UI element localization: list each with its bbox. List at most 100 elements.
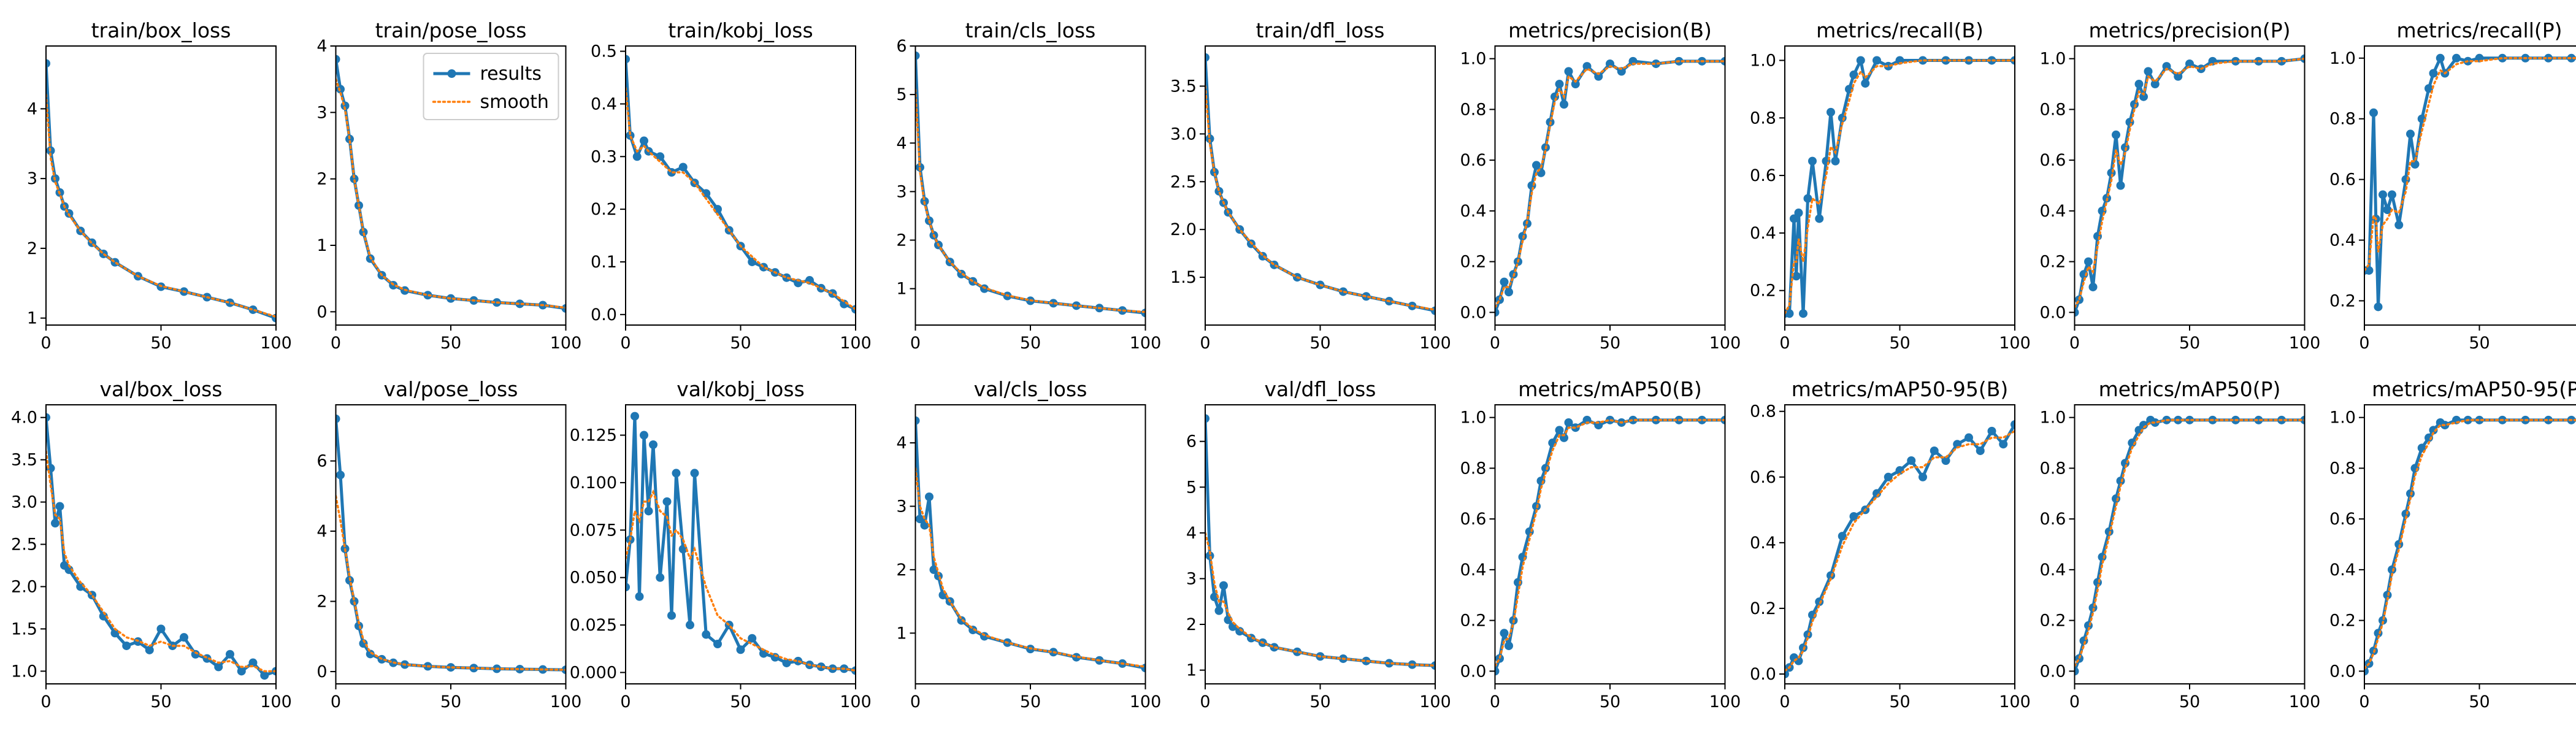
y-tick-label: 0.5	[591, 42, 617, 61]
y-tick-label: 0.4	[2329, 561, 2356, 580]
x-tick-label: 0	[1490, 334, 1500, 353]
y-tick-label: 2.5	[11, 535, 37, 554]
results-point	[226, 298, 234, 307]
results-point	[2079, 270, 2088, 279]
results-point	[631, 412, 639, 421]
results-point	[46, 59, 50, 68]
results-point	[2406, 129, 2415, 139]
results-point	[1555, 426, 1564, 435]
results-point	[1495, 667, 1500, 676]
y-tick-label: 0.2	[591, 200, 617, 219]
smooth-series-line	[1495, 60, 1725, 309]
results-point	[180, 633, 188, 642]
results-point	[1919, 56, 1927, 65]
y-tick-label: 0.8	[2329, 110, 2356, 129]
results-point	[110, 629, 120, 638]
plot-area	[46, 413, 276, 680]
results-point	[214, 662, 223, 672]
y-tick-label: 0.025	[570, 616, 617, 635]
y-tick-label: 0.8	[1460, 459, 1487, 478]
results-point	[2139, 92, 2148, 101]
subplot-title: metrics/precision(P)	[2088, 18, 2290, 42]
y-tick-label: 0	[316, 662, 327, 681]
y-tick-label: 1.0	[2040, 50, 2066, 69]
subplot-title: train/pose_loss	[375, 18, 527, 42]
x-tick-label: 100	[260, 334, 292, 353]
plot-area	[915, 416, 1146, 673]
x-tick-label: 0	[1490, 692, 1500, 711]
subplot-title: val/dfl_loss	[1264, 377, 1376, 401]
results-point	[748, 634, 757, 643]
x-tick-label: 0	[620, 334, 631, 353]
subplot: metrics/precision(P) 0 50 100 0.0 0.2 0.4 0.6 0.…	[2040, 18, 2321, 353]
results-point	[702, 630, 711, 639]
plot-area	[1205, 414, 1435, 670]
y-tick-label: 0.0	[591, 305, 617, 324]
subplot: train/kobj_loss 0 50 100 0.0 0.1 0.2 0.3 0.4 0.5	[591, 18, 872, 353]
results-point	[1571, 80, 1580, 89]
axes-frame	[1494, 45, 1726, 326]
y-tick-label: 0.6	[1460, 510, 1487, 529]
results-point	[662, 497, 672, 506]
subplot: val/cls_loss 0 50 100 1 2 3 4	[896, 377, 1161, 711]
y-tick-label: 0.0	[2040, 303, 2066, 322]
results-point	[916, 515, 924, 524]
plot-area	[2074, 54, 2305, 317]
results-point	[1500, 629, 1509, 638]
x-tick-label: 50	[440, 334, 461, 353]
subplot: train/box_loss 0 50 100 1 2 3 4	[27, 18, 292, 353]
results-point	[2134, 80, 2144, 89]
results-point	[1205, 134, 1214, 144]
results-point	[1582, 62, 1592, 71]
y-tick-label: 6	[316, 452, 327, 471]
results-point	[2475, 415, 2484, 424]
y-tick-label: 0.4	[1750, 534, 1776, 553]
results-point	[561, 665, 566, 675]
y-tick-label: 5	[896, 85, 907, 104]
results-point	[2425, 84, 2433, 93]
results-point	[1849, 512, 1858, 521]
results-point	[2150, 80, 2160, 89]
results-point	[640, 431, 648, 440]
results-point	[2544, 415, 2553, 424]
y-tick-label: 0.125	[570, 426, 617, 445]
y-tick-label: 0.2	[2040, 253, 2066, 272]
results-point	[1930, 446, 1939, 455]
y-tick-label: 3.0	[11, 493, 37, 512]
x-tick-label: 0	[40, 334, 51, 353]
results-point	[1495, 308, 1500, 317]
results-point	[828, 289, 837, 298]
x-tick-label: 50	[2179, 334, 2200, 353]
y-tick-label: 4	[316, 37, 327, 56]
axes-frame	[914, 404, 1146, 684]
x-tick-label: 100	[550, 692, 582, 711]
smooth-series-line	[46, 93, 276, 318]
subplot: metrics/mAP50-95(B) 0 50 100 0.0 0.2 0.4 0.6 0.8	[1750, 377, 2031, 711]
x-tick-label: 100	[2289, 692, 2321, 711]
x-tick-label: 0	[331, 692, 341, 711]
results-point	[51, 519, 59, 528]
smooth-series-line	[2074, 419, 2305, 667]
x-tick-label: 100	[550, 334, 582, 353]
results-point	[55, 502, 64, 511]
y-tick-label: 0.2	[1750, 282, 1776, 301]
results-point	[1919, 472, 1927, 481]
x-tick-label: 0	[2069, 334, 2080, 353]
results-point	[2088, 282, 2098, 291]
subplot-title: metrics/recall(B)	[1816, 18, 1984, 42]
subplot: metrics/mAP50-95(P)0501000.00.20.40.60.8…	[2329, 377, 2576, 711]
results-point	[1532, 161, 1541, 170]
results-point	[2074, 308, 2079, 317]
x-tick-label: 100	[1419, 334, 1451, 353]
results-point	[260, 671, 269, 680]
x-tick-label: 100	[1130, 334, 1162, 353]
subplot-title: train/box_loss	[91, 18, 231, 42]
results-point	[1205, 551, 1214, 561]
results-point	[515, 299, 524, 309]
y-tick-label: 2	[1186, 615, 1197, 634]
results-point	[672, 469, 681, 478]
results-point	[1594, 72, 1603, 81]
y-tick-label: 1.0	[2040, 408, 2066, 427]
results-point	[2074, 667, 2079, 676]
y-tick-label: 1.0	[2329, 49, 2356, 68]
